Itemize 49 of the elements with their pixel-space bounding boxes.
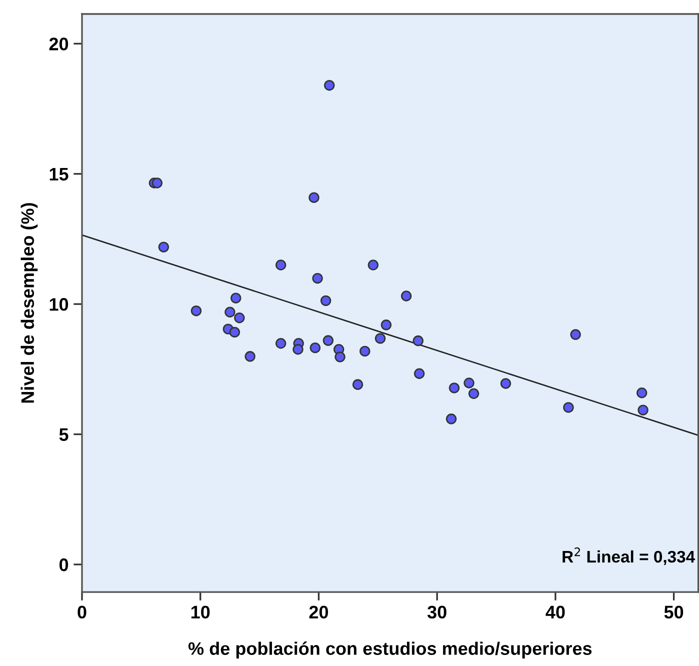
y-tick-label: 10 [50,298,68,311]
y-tick-label: 5 [59,428,68,441]
point [292,344,304,355]
point [368,260,379,270]
point [158,242,170,252]
point [570,329,581,340]
point [322,335,334,346]
point [312,272,323,284]
point [500,378,512,389]
point [464,378,474,388]
point [224,306,236,318]
point [636,388,648,398]
y-tick-label: 20 [49,38,68,50]
point [638,404,648,416]
point [275,338,286,349]
x-axis-title: % de población con estudios medio/superiores [188,642,592,659]
x-tick-label: 50 [664,606,684,619]
x-tick-label: 10 [191,606,210,619]
point [446,414,457,424]
point [230,292,242,304]
y-tick-label: 15 [50,168,68,181]
point [308,192,320,203]
point [360,346,370,357]
x-tick-label: 30 [427,606,446,619]
y-axis-title: Nivel de desempleo (%) [20,203,38,403]
point [234,312,245,324]
point [400,290,412,302]
point [563,402,574,413]
point [352,379,364,390]
point [275,260,286,270]
point [414,368,425,379]
point [380,320,392,330]
y-tick-label: 0 [59,558,68,572]
x-tick-label: 0 [78,606,86,619]
point [324,80,335,91]
annotation: R$^{2}$ Lineal = 0,334 [562,547,696,566]
point [190,305,202,316]
point [468,388,480,399]
point [374,333,386,344]
point [152,178,163,188]
x-tick-label: 20 [309,606,328,619]
x-tick-label: 40 [546,606,565,619]
point [320,295,332,306]
point [334,352,346,362]
point [244,351,256,362]
point [229,326,240,338]
point [448,382,460,394]
point [412,335,424,346]
point [310,342,321,354]
